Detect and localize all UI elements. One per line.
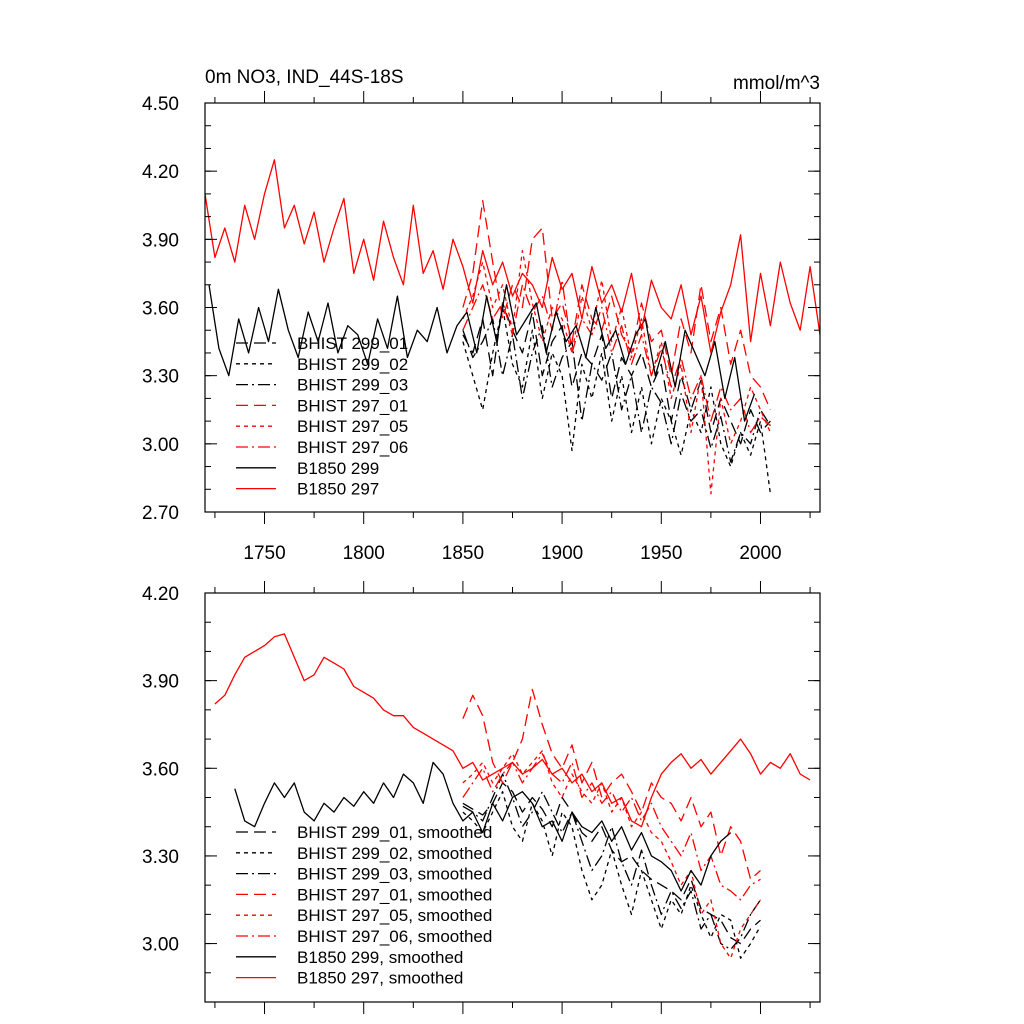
series-line-8 <box>214 633 811 828</box>
legend-label: BHIST 299_03, smoothed <box>297 865 492 884</box>
bottom-panel: 3.00 3.30 3.60 3.90 4.20 BHIST 299_01, smoot… <box>142 581 821 1014</box>
top-panel: 0m NO3, IND_44S-18S mmol/m^3 2.70 3.00 3.3… <box>142 67 821 564</box>
y-tick-label: 2.70 <box>142 503 179 524</box>
x-tick-label: 1950 <box>640 543 682 564</box>
legend-label: BHIST 297_01, smoothed <box>297 885 492 904</box>
bottom-plot-area <box>214 633 811 959</box>
legend-label: BHIST 297_01 <box>297 396 408 415</box>
series-line-2 <box>462 306 772 494</box>
legend-label: BHIST 299_03 <box>297 376 408 395</box>
x-tick-label: 1900 <box>541 543 583 564</box>
legend-label: B1850 299, smoothed <box>297 948 463 967</box>
series-line-4 <box>462 688 761 880</box>
y-tick-label: 3.00 <box>142 435 179 456</box>
legend-label: BHIST 297_05, smoothed <box>297 906 492 925</box>
y-tick-label: 3.30 <box>142 847 179 868</box>
y-tick-label: 3.60 <box>142 299 179 320</box>
legend-label: B1850 297, smoothed <box>297 969 463 988</box>
x-tick-label: 1850 <box>442 543 484 564</box>
series-line-7 <box>234 761 732 892</box>
legend-label: BHIST 299_02 <box>297 355 408 374</box>
x-tick-label: 1800 <box>343 543 385 564</box>
top-axes: 2.70 3.00 3.30 3.60 3.90 4.20 4.50 1750 1800 1850… <box>142 91 821 564</box>
legend-label: B1850 299 <box>297 459 379 478</box>
series-line-3 <box>462 318 771 463</box>
series-line-6 <box>462 279 771 434</box>
legend-label: BHIST 297_06, smoothed <box>297 927 492 946</box>
series-line-7 <box>208 284 756 422</box>
series-line-4 <box>462 200 771 411</box>
series-line-5 <box>462 750 762 959</box>
top-plot-area <box>205 159 820 495</box>
series-line-1 <box>462 302 771 445</box>
y-tick-label: 3.30 <box>142 367 179 388</box>
bottom-legend: BHIST 299_01, smoothed BHIST 299_02, smoo… <box>236 823 492 988</box>
series-line-8 <box>205 159 820 354</box>
y-tick-label: 3.90 <box>142 672 179 693</box>
y-tick-label: 3.60 <box>142 759 179 780</box>
y-tick-label: 4.50 <box>142 94 179 115</box>
x-tick-label: 2000 <box>739 543 781 564</box>
y-tick-label: 4.20 <box>142 584 179 605</box>
x-tick-label: 1750 <box>243 543 285 564</box>
legend-label: BHIST 297_06 <box>297 438 408 457</box>
y-tick-label: 4.20 <box>142 162 179 183</box>
y-tick-label: 3.90 <box>142 230 179 251</box>
legend-label: BHIST 299_02, smoothed <box>297 844 492 863</box>
legend-label: BHIST 299_01 <box>297 334 408 353</box>
units-label: mmol/m^3 <box>733 73 820 94</box>
bottom-axes: 3.00 3.30 3.60 3.90 4.20 <box>142 581 821 1014</box>
legend-label: BHIST 299_01, smoothed <box>297 823 492 842</box>
y-tick-label: 3.00 <box>142 935 179 956</box>
legend-label: BHIST 297_05 <box>297 417 408 436</box>
series-line-3 <box>462 773 762 951</box>
series-line-6 <box>462 753 761 901</box>
series-line-5 <box>462 250 771 495</box>
legend-label: B1850 297 <box>297 480 379 499</box>
series-line-2 <box>462 791 762 959</box>
chart-title: 0m NO3, IND_44S-18S <box>205 67 404 88</box>
